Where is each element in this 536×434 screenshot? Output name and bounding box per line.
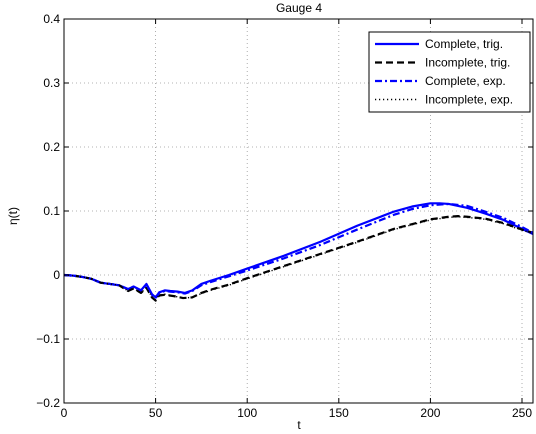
x-tick-label: 250 (512, 406, 532, 420)
x-tick-label: 100 (237, 406, 257, 420)
x-tick-label: 200 (420, 406, 440, 420)
y-tick-label: 0.2 (43, 140, 60, 154)
chart-title: Gauge 4 (276, 1, 322, 15)
x-tick-label: 0 (61, 406, 68, 420)
y-tick-label: 0.1 (43, 204, 60, 218)
y-tick-label: −0.2 (36, 396, 60, 410)
series-line-complete-trig (63, 202, 534, 299)
y-tick-label: 0 (53, 268, 60, 282)
legend-label-complete-exp: Complete, exp. (425, 74, 506, 88)
legend: Complete, trig. Incomplete, trig. Complete… (368, 31, 531, 113)
legend-label-complete-trig: Complete, trig. (425, 37, 503, 51)
legend-label-incomplete-trig: Incomplete, trig. (425, 56, 510, 70)
y-tick-label: 0.4 (43, 12, 60, 26)
legend-box (368, 31, 531, 113)
series-lines (63, 202, 534, 302)
x-tick-label: 150 (329, 406, 349, 420)
axis-ticks: 0 50 100 150 200 250 −0.2 −0.1 0 0.1 0.2 0.3 0.4 (36, 12, 533, 420)
legend-label-incomplete-exp: Incomplete, exp. (425, 93, 513, 107)
series-line-incomplete-trig (63, 215, 534, 302)
y-tick-label: 0.3 (43, 76, 60, 90)
y-tick-label: −0.1 (36, 332, 60, 346)
x-tick-label: 50 (149, 406, 163, 420)
y-axis-label: η(t) (6, 207, 20, 225)
x-axis-label: t (297, 418, 301, 432)
series-line-complete-exp (63, 202, 534, 300)
